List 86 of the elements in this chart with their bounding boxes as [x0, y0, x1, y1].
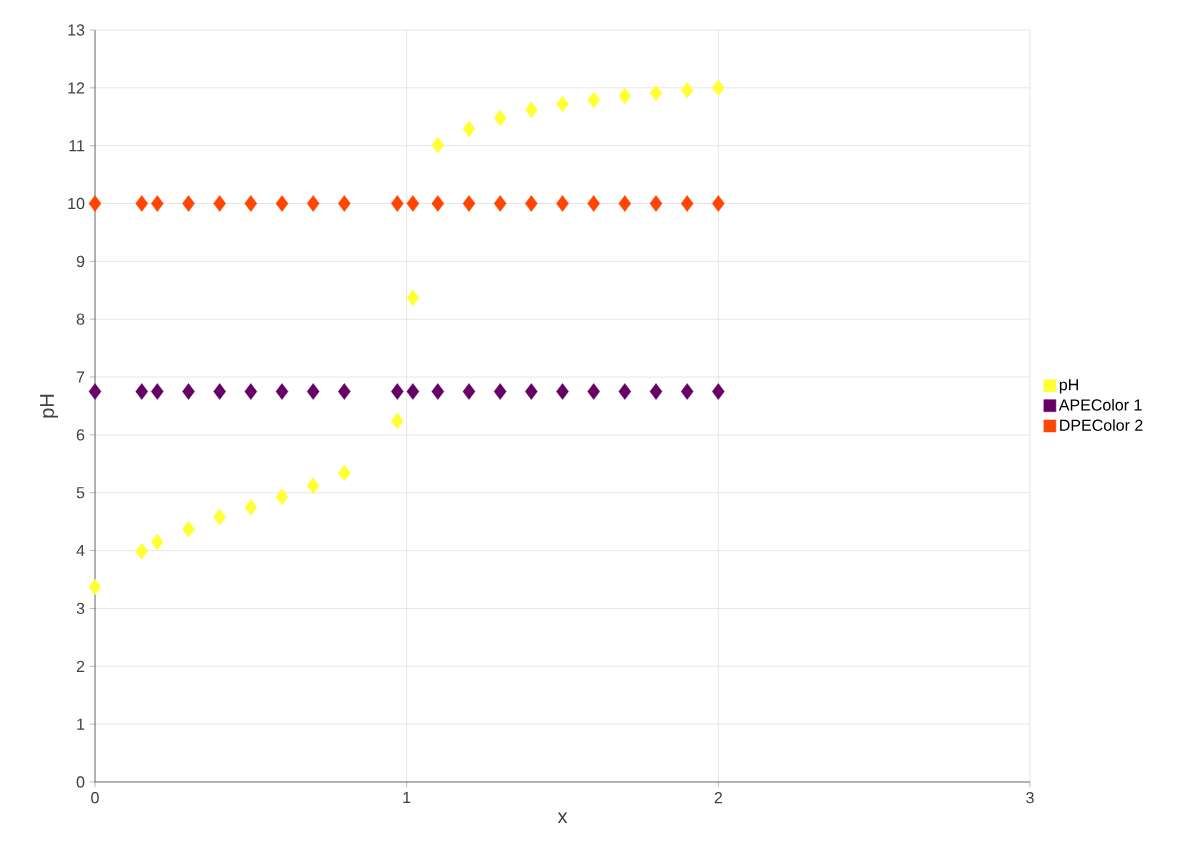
point: [182, 195, 195, 212]
point: [338, 464, 351, 482]
y-tick-label: 12: [68, 82, 85, 94]
point: [556, 195, 569, 212]
legend-label: APEColor 1: [1058, 398, 1142, 411]
point: [406, 195, 420, 212]
y-tick-label: 5: [76, 487, 85, 499]
point: [244, 383, 258, 400]
point: [306, 477, 320, 495]
point: [712, 383, 725, 400]
point: [151, 533, 164, 551]
point: [391, 383, 404, 400]
point: [406, 289, 420, 307]
point: [135, 383, 149, 400]
point: [151, 195, 164, 212]
point: [525, 383, 538, 400]
point: [306, 195, 320, 212]
point: [525, 101, 538, 119]
point: [556, 95, 569, 113]
point: [462, 195, 476, 212]
point: [244, 195, 258, 212]
x-axis-title: x: [557, 812, 568, 824]
y-tick-label: 1: [77, 718, 85, 730]
y-tick-label: 0: [76, 776, 85, 788]
x-tick-label: 2: [714, 792, 722, 804]
point: [391, 412, 404, 430]
point: [391, 195, 404, 212]
point: [493, 383, 507, 400]
point: [338, 383, 351, 400]
point: [151, 383, 164, 400]
point: [88, 578, 102, 596]
point: [587, 383, 600, 400]
y-tick-label: 7: [76, 371, 85, 383]
point: [649, 383, 663, 400]
x-tick-label: 3: [1026, 792, 1034, 804]
point: [587, 91, 600, 109]
point: [493, 109, 507, 127]
y-tick-label: 9: [76, 255, 85, 268]
point: [431, 195, 445, 212]
y-tick-label: 3: [76, 602, 85, 615]
point: [275, 195, 289, 212]
point: [135, 542, 149, 560]
legend-label: DPEColor 2: [1060, 419, 1143, 431]
point: [462, 120, 476, 138]
point: [182, 520, 195, 538]
point: [618, 87, 632, 105]
point: [244, 498, 258, 516]
point: [680, 383, 694, 400]
point: [406, 383, 420, 400]
y-tick-label: 4: [76, 545, 85, 557]
point: [712, 79, 725, 97]
y-tick-label: 2: [76, 660, 85, 672]
point: [431, 136, 445, 154]
point: [338, 195, 351, 212]
point: [712, 195, 725, 212]
point: [680, 195, 694, 212]
point: [525, 195, 538, 212]
point: [306, 383, 320, 400]
y-tick-label: 8: [76, 313, 85, 325]
point: [275, 488, 289, 506]
point: [88, 195, 102, 212]
point: [556, 383, 569, 400]
point: [213, 383, 226, 400]
y-tick-label: 6: [76, 429, 85, 441]
y-tick-label: 10: [68, 197, 85, 210]
point: [275, 383, 289, 400]
point: [618, 195, 632, 212]
point: [680, 81, 694, 99]
y-tick-label: 11: [69, 140, 85, 152]
x-tick-label: 0: [91, 792, 99, 804]
point: [182, 383, 195, 400]
point: [462, 383, 476, 400]
legend-label: pH: [1059, 379, 1078, 394]
x-tick-label: 1: [403, 792, 411, 804]
point: [431, 383, 445, 400]
y-axis-title: pH: [40, 394, 58, 418]
point: [213, 508, 226, 526]
point: [88, 383, 102, 400]
point: [618, 383, 632, 400]
point: [587, 195, 600, 212]
point: [649, 195, 663, 212]
y-tick-label: 13: [68, 24, 85, 36]
point: [213, 195, 226, 212]
point: [135, 195, 149, 212]
point: [649, 84, 663, 102]
point: [493, 195, 507, 212]
